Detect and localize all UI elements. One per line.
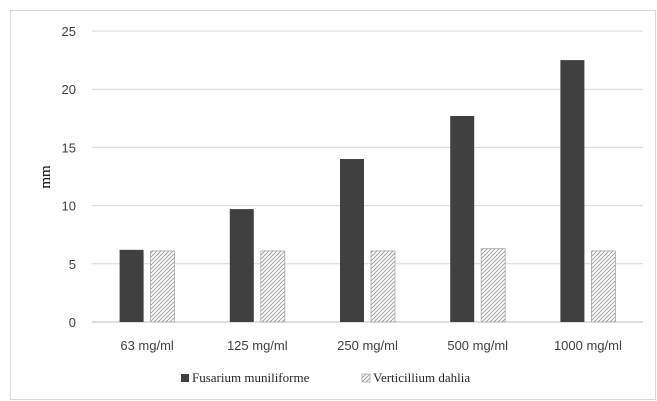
bar-fusarium bbox=[450, 115, 475, 322]
y-tick-label: 0 bbox=[69, 315, 76, 330]
x-tick-label: 1000 mg/ml bbox=[554, 338, 622, 353]
y-tick-label: 10 bbox=[62, 199, 76, 214]
legend: Fusarium muniliforme Verticillium dahlia bbox=[181, 370, 470, 385]
y-axis-ticks: 0 5 10 15 20 25 bbox=[62, 24, 76, 330]
bars bbox=[119, 60, 616, 323]
x-tick-label: 63 mg/ml bbox=[120, 338, 174, 353]
bar-verticillium bbox=[480, 248, 506, 323]
x-tick-label: 250 mg/ml bbox=[337, 338, 398, 353]
y-tick-label: 5 bbox=[69, 257, 76, 272]
y-tick-label: 15 bbox=[62, 140, 76, 155]
y-tick-label: 20 bbox=[62, 82, 76, 97]
bar-fusarium bbox=[119, 249, 144, 322]
y-tick-label: 25 bbox=[62, 24, 76, 39]
bar-verticillium bbox=[260, 250, 286, 323]
bar-fusarium bbox=[560, 60, 585, 322]
x-axis-ticks: 63 mg/ml 125 mg/ml 250 mg/ml 500 mg/ml 1000 … bbox=[120, 338, 622, 353]
chart-area bbox=[10, 10, 656, 400]
bar-fusarium bbox=[340, 159, 364, 322]
legend-swatch-verticillium bbox=[361, 373, 371, 383]
legend-label-fusarium: Fusarium muniliforme bbox=[192, 370, 310, 385]
gridlines bbox=[92, 30, 643, 323]
x-tick-label: 125 mg/ml bbox=[227, 338, 288, 353]
legend-swatch-fusarium bbox=[181, 374, 189, 382]
legend-label-verticillium: Verticillium dahlia bbox=[373, 370, 470, 385]
y-axis-title: mm bbox=[38, 165, 54, 189]
bar-verticillium bbox=[150, 250, 176, 323]
bar-verticillium bbox=[370, 250, 396, 323]
bar-fusarium bbox=[229, 209, 254, 322]
bar-verticillium bbox=[591, 250, 616, 323]
x-tick-label: 500 mg/ml bbox=[447, 338, 508, 353]
